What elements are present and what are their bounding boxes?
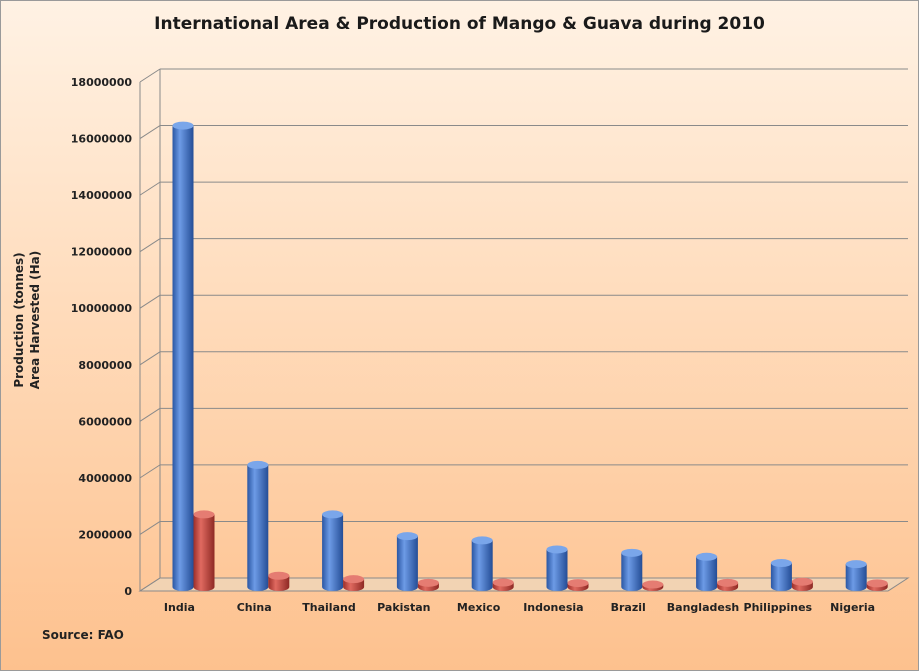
series-2-bar: [792, 578, 813, 591]
series-2-bar-top: [418, 579, 439, 587]
y-tick-label: 6000000: [78, 415, 132, 428]
y-tick-label: 12000000: [71, 246, 133, 259]
series-1-bar-top: [322, 510, 343, 518]
series-2-bar: [343, 575, 364, 591]
series-1-bar: [173, 122, 194, 591]
series-1-bar-body: [846, 564, 867, 591]
series-1-bar: [322, 510, 343, 591]
x-tick-label: Indonesia: [523, 601, 583, 614]
series-2-bar-top: [792, 578, 813, 586]
series-2-bar-top: [493, 579, 514, 587]
y-tick-label: 18000000: [71, 76, 133, 89]
x-tick-label: Thailand: [302, 601, 355, 614]
y-tick-label: 16000000: [71, 133, 133, 146]
series-1-bar-top: [771, 559, 792, 567]
series-2-bar-body: [194, 514, 215, 591]
y-tick-label: 14000000: [71, 189, 133, 202]
series-1-bar: [247, 461, 268, 591]
series-2-bar-top: [642, 581, 663, 589]
x-tick-label: Brazil: [611, 601, 646, 614]
gridline-side: [140, 465, 160, 478]
gridline-side: [140, 295, 160, 308]
x-tick-label: Bangladesh: [667, 601, 739, 614]
series-2-bar: [717, 579, 738, 591]
series-2-bar-top: [867, 579, 888, 587]
series-1-bar: [621, 549, 642, 591]
series-1-bar-body: [696, 557, 717, 591]
y-tick-label: 10000000: [71, 302, 133, 315]
x-tick-label: India: [164, 601, 195, 614]
series-2-bar: [194, 510, 215, 591]
series-2-bar-top: [568, 579, 589, 587]
series-1-bar-body: [472, 540, 493, 591]
series-1-bar: [472, 536, 493, 591]
series-1-bar-top: [173, 122, 194, 130]
x-tick-label: China: [237, 601, 272, 614]
series-2-bar: [268, 572, 289, 591]
series-2-bar-top: [194, 510, 215, 518]
y-tick-label: 2000000: [78, 528, 132, 541]
series-1-bar: [771, 559, 792, 591]
y-tick-label: 0: [124, 585, 132, 598]
x-tick-label: Philippines: [744, 601, 813, 614]
series-1-bar-body: [322, 514, 343, 591]
series-1-bar-body: [547, 549, 568, 591]
series-2-bar-top: [343, 575, 364, 583]
x-tick-label: Pakistan: [377, 601, 430, 614]
series-1-bar-body: [621, 553, 642, 591]
series-2-bar: [568, 579, 589, 591]
gridline-side: [140, 126, 160, 139]
series-1-bar-top: [247, 461, 268, 469]
series-1-bar: [846, 560, 867, 591]
x-tick-label: Mexico: [457, 601, 501, 614]
series-1-bar-top: [547, 545, 568, 553]
y-tick-label: 4000000: [78, 472, 132, 485]
series-1-bar-top: [696, 553, 717, 561]
series-1-bar-top: [472, 536, 493, 544]
gridline-side: [140, 352, 160, 365]
series-1-bar-body: [173, 126, 194, 591]
series-2-bar-top: [717, 579, 738, 587]
series-2-bar-top: [268, 572, 289, 580]
gridline-side: [140, 239, 160, 252]
series-1-bar-body: [771, 563, 792, 591]
gridline-side: [140, 408, 160, 421]
series-1-bar: [696, 553, 717, 591]
series-2-bar: [867, 579, 888, 591]
series-2-bar: [493, 579, 514, 591]
series-1-bar-body: [397, 536, 418, 591]
gridline-side: [140, 521, 160, 534]
series-1-bar: [397, 532, 418, 591]
series-1-bar-top: [846, 560, 867, 568]
series-1-bar-body: [247, 465, 268, 591]
bar-layer: [173, 122, 888, 591]
gridline-side: [140, 69, 160, 82]
series-1-bar-top: [397, 532, 418, 540]
series-1-bar: [547, 545, 568, 591]
series-1-bar-top: [621, 549, 642, 557]
gridline-side: [140, 182, 160, 195]
axis-layer: [140, 69, 160, 591]
y-tick-label: 8000000: [78, 359, 132, 372]
series-2-bar: [418, 579, 439, 591]
series-2-bar: [642, 581, 663, 591]
x-tick-label: Nigeria: [830, 601, 875, 614]
